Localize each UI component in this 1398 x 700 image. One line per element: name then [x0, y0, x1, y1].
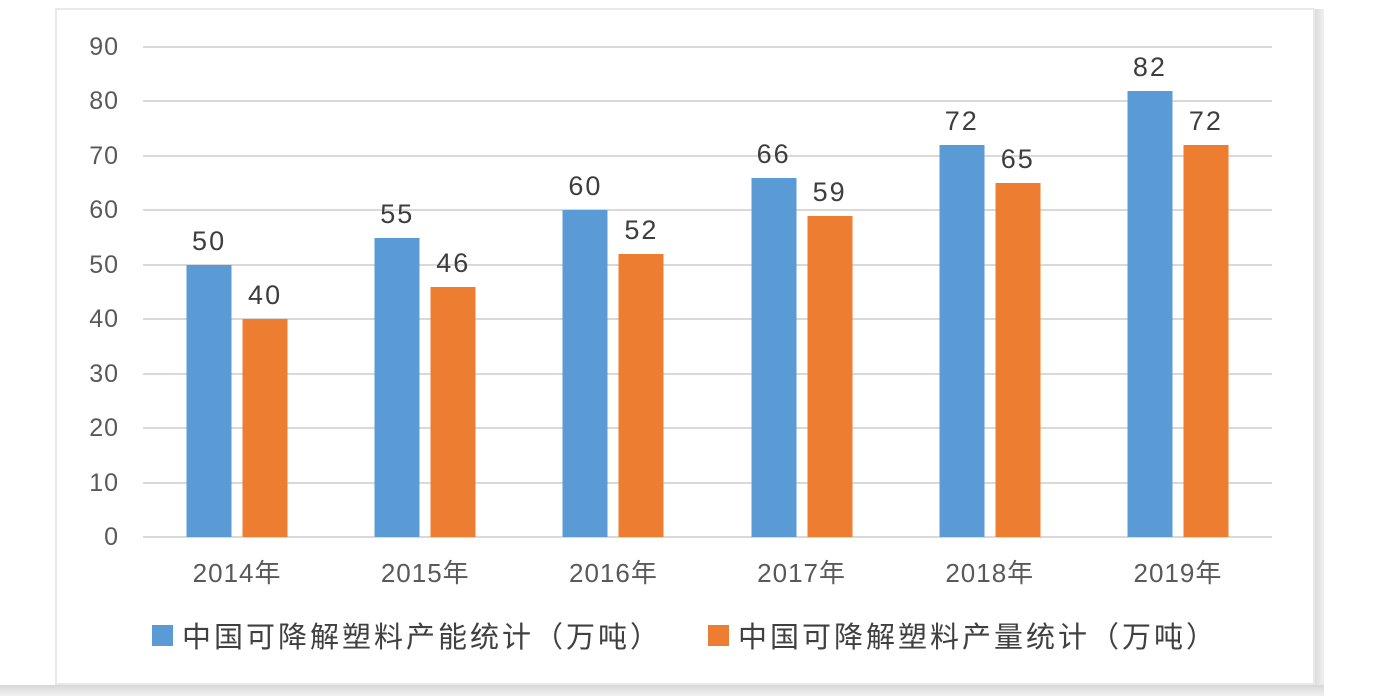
y-axis-label: 60: [89, 196, 119, 225]
bar-value-label: 72: [1188, 106, 1223, 136]
bar: 82: [1127, 53, 1173, 537]
gridline: [143, 427, 1272, 430]
bar-pair: 50 40: [186, 227, 288, 537]
bar: 55: [374, 200, 420, 537]
chart-frame-shadow-bottom: [0, 685, 1324, 696]
gridline: [143, 154, 1272, 157]
gridline: [143, 372, 1272, 375]
bar-group: 66 59: [708, 47, 896, 537]
y-axis-label: 30: [89, 359, 119, 388]
bar-value-label: 72: [944, 106, 979, 136]
y-axis-label: 40: [89, 305, 119, 334]
bar: 65: [995, 146, 1041, 537]
bar-pair: 82 72: [1127, 53, 1229, 537]
bar-group: 72 65: [896, 47, 1084, 537]
bar-pair: 60 52: [562, 173, 664, 537]
x-axis-label: 2018年: [945, 558, 1035, 588]
bar: 66: [751, 140, 797, 537]
bar-value-label: 59: [812, 176, 847, 207]
bar-pair: 66 59: [751, 140, 853, 537]
legend-item: 中国可降解塑料产量统计（万吨）: [708, 614, 1218, 656]
legend: 中国可降解塑料产能统计（万吨） 中国可降解塑料产量统计（万吨）: [57, 614, 1313, 656]
bar-group: 50 40: [143, 47, 331, 537]
bar-value-label: 66: [756, 138, 791, 169]
x-axis-label: 2015年: [380, 558, 470, 588]
bar-value-label: 60: [568, 171, 603, 202]
y-axis: 0 10 20 30 40 50 60 70 80 90: [63, 33, 119, 551]
bar-value-label: 52: [624, 214, 659, 245]
bar-value-label: 55: [380, 198, 415, 229]
gridline: [143, 263, 1272, 266]
y-axis-label: 20: [89, 414, 119, 443]
y-axis-label: 0: [104, 523, 119, 551]
bar: 59: [807, 178, 853, 537]
bar-value-label: 40: [248, 280, 283, 311]
gridline: [143, 100, 1272, 103]
bar: 52: [618, 216, 664, 537]
bar-pair: 72 65: [939, 108, 1041, 537]
legend-item: 中国可降解塑料产能统计（万吨）: [151, 614, 662, 656]
y-axis-label: 10: [89, 468, 119, 497]
x-axis-label: 2019年: [1133, 558, 1223, 588]
y-axis-label: 50: [89, 250, 119, 279]
x-axis-label: 2016年: [569, 558, 658, 588]
legend-label: 中国可降解塑料产能统计（万吨）: [181, 622, 662, 654]
bar: 60: [562, 173, 608, 537]
x-axis-label: 2014年: [192, 558, 282, 588]
legend-swatch-icon: [151, 624, 173, 646]
gridline: [143, 481, 1272, 484]
bar-group: 60 52: [519, 47, 707, 537]
bar: 72: [1183, 108, 1229, 537]
x-axis-label: 2017年: [757, 558, 847, 588]
legend-swatch-icon: [708, 624, 729, 646]
chart-frame-shadow-right: [1313, 9, 1324, 695]
gridline: [143, 536, 1272, 538]
gridline: [143, 46, 1272, 48]
bar-groups: 50 40 55 46 60 52 66 59 72 65 82 72: [143, 47, 1272, 537]
bar-value-label: 65: [1000, 144, 1035, 175]
x-axis: 2014年 2015年 2016年 2017年 2018年 2019年: [143, 539, 1272, 590]
y-axis-label: 90: [89, 33, 119, 61]
bar-chart: 0 10 20 30 40 50 60 70 80 90 50 40 55 46 60 52 66 59 72 65…: [55, 8, 1315, 685]
bar: 46: [430, 249, 476, 537]
bar-value-label: 50: [192, 225, 227, 256]
bar: 40: [242, 282, 288, 537]
gridline: [143, 209, 1272, 212]
bar: 72: [939, 108, 985, 537]
y-axis-label: 80: [89, 87, 119, 116]
bar-group: 82 72: [1084, 47, 1272, 537]
bar-pair: 55 46: [374, 200, 476, 537]
bar-group: 55 46: [331, 47, 519, 537]
gridline: [143, 318, 1272, 321]
plot-area: 50 40 55 46 60 52 66 59 72 65 82 72: [143, 46, 1272, 538]
bar: 50: [186, 227, 232, 537]
legend-label: 中国可降解塑料产量统计（万吨）: [738, 622, 1219, 654]
bar-value-label: 46: [436, 247, 471, 278]
bar-value-label: 82: [1132, 51, 1167, 82]
y-axis-label: 70: [89, 141, 119, 170]
